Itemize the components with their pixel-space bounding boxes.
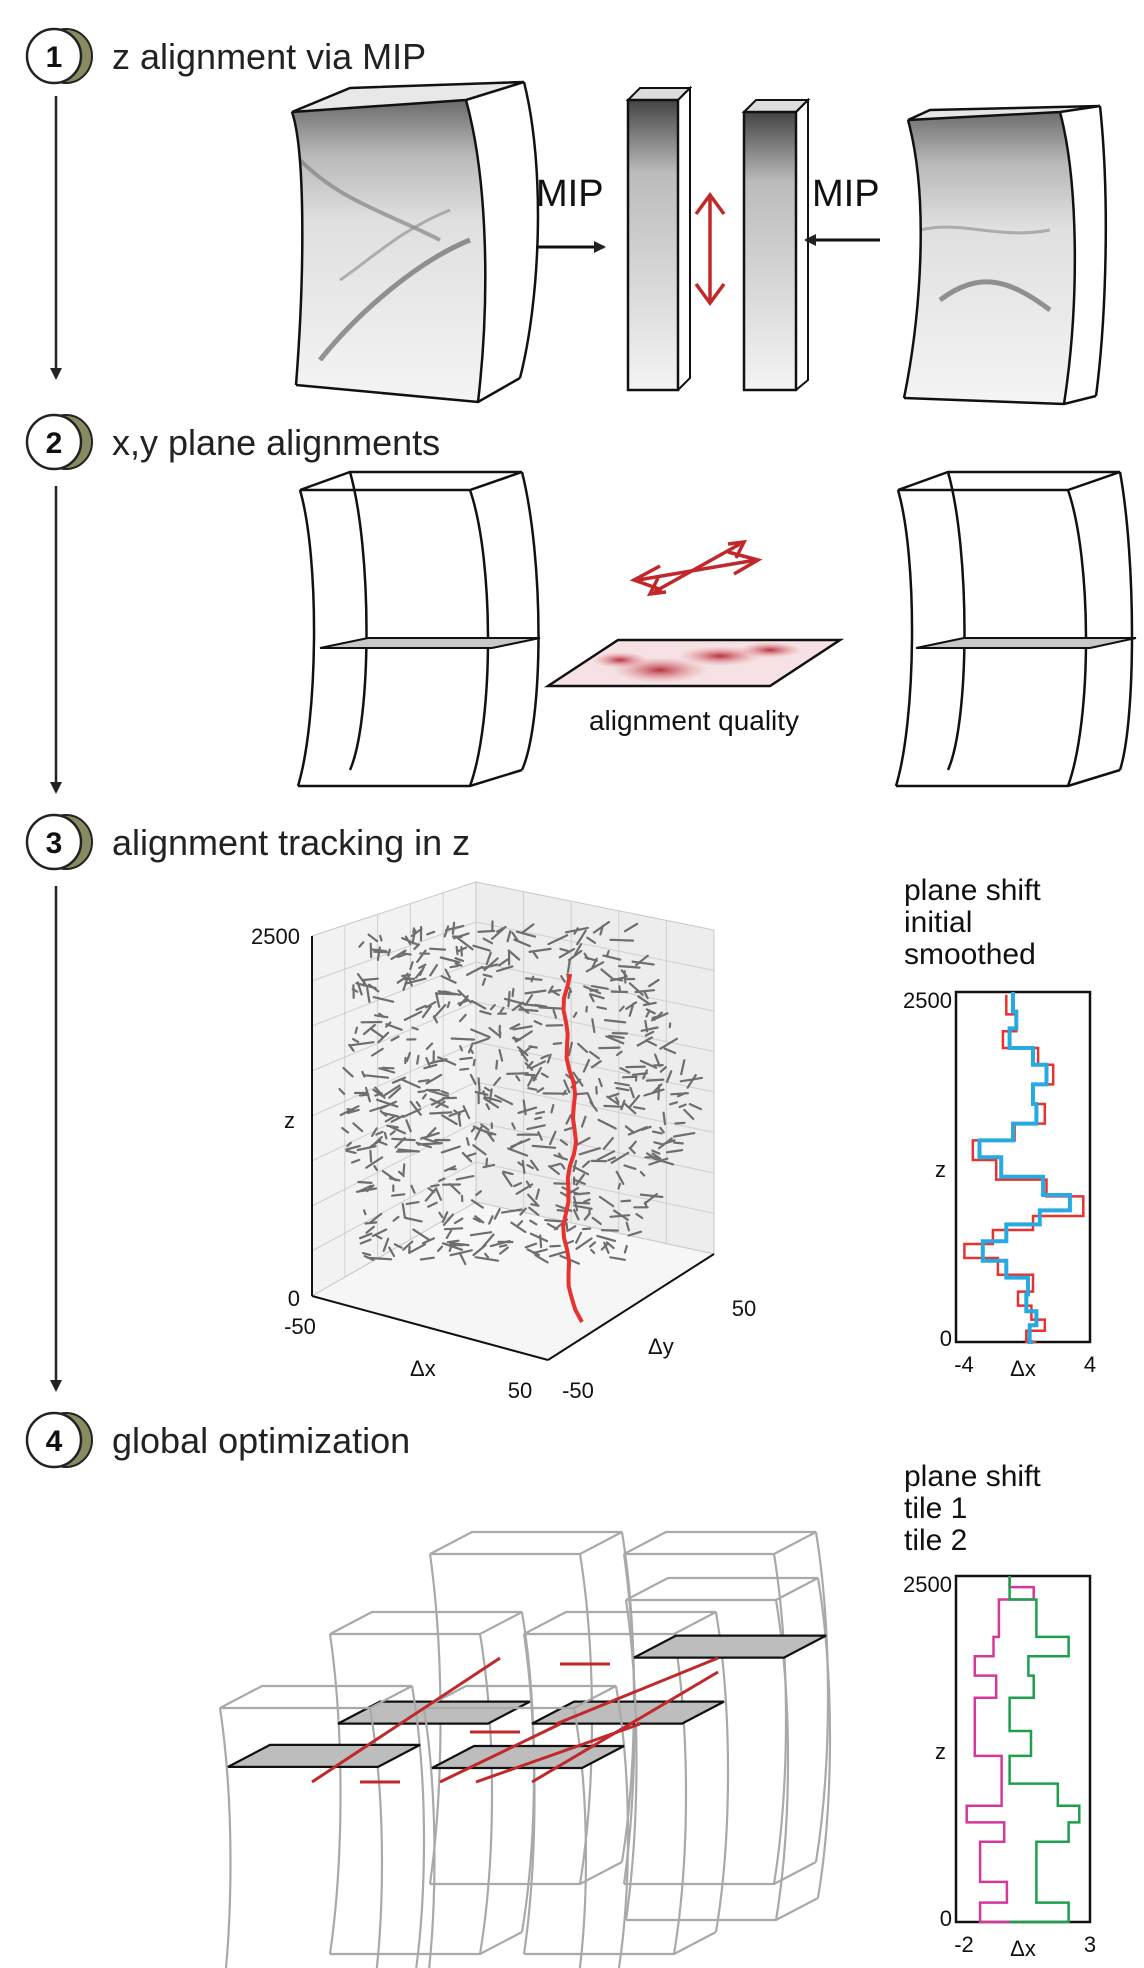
- chart2-frame: [954, 1574, 1092, 1924]
- plot3d-panel: [310, 881, 716, 1361]
- step1-arrows: [536, 192, 880, 306]
- chart2-ytick-top: 2500: [903, 1572, 952, 1597]
- dx-axis-label: Δx: [410, 1356, 436, 1381]
- tile-plane: [227, 1743, 421, 1768]
- chart1-ytick-top: 2500: [903, 988, 952, 1013]
- tile-volume: [624, 1576, 832, 1922]
- plane-shift-chart-step3: 2500 0 z -4 4 Δx: [903, 988, 1096, 1381]
- z-axis-label: z: [284, 1108, 295, 1133]
- dx-tick-right: 50: [508, 1378, 532, 1403]
- chart1-series-2: [977, 992, 1072, 1344]
- chart2-ytick-bottom: 0: [940, 1906, 952, 1931]
- chart2-xlabel: Δx: [1010, 1936, 1036, 1961]
- chart1-frame: [954, 990, 1092, 1344]
- step-4-badge: 4 global optimization: [25, 1411, 410, 1469]
- chart2-xtick-right: 3: [1084, 1932, 1096, 1957]
- tile-grid: [218, 1530, 832, 1968]
- step2-right-volume: [894, 470, 1137, 788]
- step-4-number: 4: [46, 1425, 63, 1458]
- step-3-title: alignment tracking in z: [112, 822, 470, 863]
- legend4-title: plane shift: [904, 1460, 1041, 1493]
- legend4-tile2: tile 2: [904, 1524, 967, 1557]
- tile-volume: [218, 1684, 426, 1968]
- legend3-initial: initial: [904, 906, 972, 939]
- dy-tick-left: -50: [562, 1378, 594, 1403]
- step1-right-volume: [902, 104, 1108, 406]
- vessel-network: [338, 920, 703, 1266]
- tile-plane: [337, 1700, 531, 1725]
- tile-plane: [633, 1634, 827, 1659]
- chart2-series-1: [965, 1576, 1035, 1924]
- step1-right-mip-strip: [741, 97, 811, 392]
- step1-left-mip-strip: [625, 85, 693, 392]
- step-1-title: z alignment via MIP: [112, 36, 426, 77]
- dy-axis-label: Δy: [648, 1334, 674, 1359]
- mip-label-right: MIP: [812, 173, 880, 215]
- xy-shift-arrows: [629, 539, 763, 597]
- chart1-ytick-bottom: 0: [940, 1326, 952, 1351]
- step-4-title: global optimization: [112, 1420, 410, 1461]
- dy-tick-right: 50: [732, 1296, 756, 1321]
- step-1-number: 1: [46, 41, 63, 74]
- step-2-title: x,y plane alignments: [112, 422, 440, 463]
- mip-label-left: MIP: [536, 173, 604, 215]
- step2-left-volume: [296, 470, 541, 788]
- legend4-tile1: tile 1: [904, 1492, 967, 1525]
- alignment-quality-label: alignment quality: [589, 705, 799, 736]
- step-2-number: 2: [46, 427, 63, 460]
- tile-plane: [531, 1700, 725, 1725]
- z-tick-top: 2500: [251, 924, 300, 949]
- step1-left-volume: [290, 80, 540, 404]
- dx-tick-left: -50: [284, 1314, 316, 1339]
- chart1-xlabel: Δx: [1010, 1356, 1036, 1381]
- step-1-badge: 1 z alignment via MIP: [25, 27, 426, 85]
- chart2-ylabel: z: [935, 1739, 946, 1764]
- chart1-xtick-left: -4: [954, 1352, 974, 1377]
- chart2-series-2: [1008, 1576, 1081, 1924]
- step-3-number: 3: [46, 827, 63, 860]
- tile-links: [311, 1656, 719, 1784]
- legend3-title: plane shift: [904, 874, 1041, 907]
- chart2-xtick-left: -2: [954, 1932, 974, 1957]
- plane-shift-chart-step4: 2500 0 z -2 3 Δx: [903, 1572, 1096, 1961]
- tile-volume: [422, 1684, 630, 1968]
- chart1-ylabel: z: [935, 1157, 946, 1182]
- alignment-trace: [561, 973, 584, 1323]
- legend3-smoothed: smoothed: [904, 938, 1036, 971]
- alignment-quality-map: [543, 638, 845, 688]
- chart1-xtick-right: 4: [1084, 1352, 1096, 1377]
- step-3-badge: 3 alignment tracking in z: [25, 813, 470, 871]
- step-2-badge: 2 x,y plane alignments: [25, 413, 440, 471]
- z-tick-bottom: 0: [288, 1286, 300, 1311]
